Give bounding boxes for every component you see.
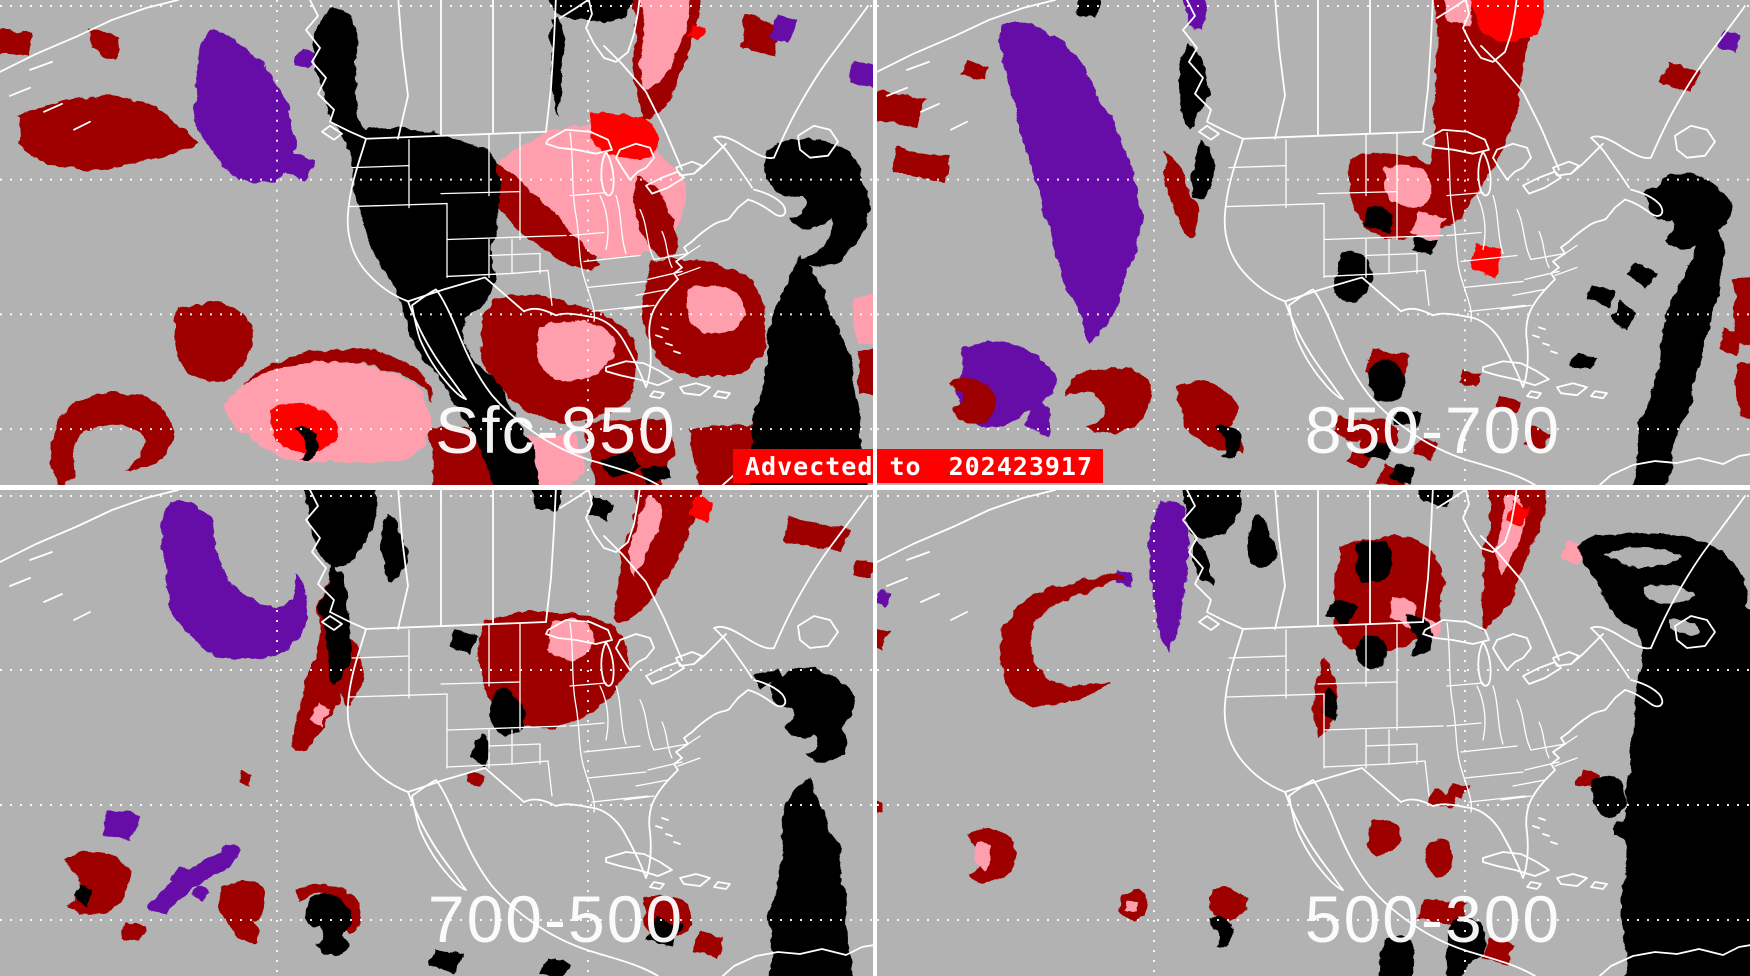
moisture-shading-layer bbox=[0, 0, 873, 485]
map-background bbox=[0, 490, 873, 976]
pacific-cyclone-rim bbox=[232, 349, 436, 408]
map-panel-sfc-850: Sfc-850 bbox=[0, 0, 873, 485]
purple-moisture-plume bbox=[162, 500, 310, 662]
banner-timestamp: 202423917 bbox=[948, 451, 1094, 481]
panel-divider-horizontal bbox=[0, 485, 1750, 490]
dry-black-atlantic-wedge bbox=[768, 780, 850, 976]
dry-black-west bbox=[313, 5, 540, 485]
dry-black-atlantic-swirl bbox=[1611, 173, 1732, 328]
pacific-arc bbox=[998, 575, 1125, 707]
purple-moisture-plume bbox=[1149, 498, 1189, 650]
panel-label-700-500: 700-500 bbox=[428, 882, 684, 956]
advection-timestamp-banner: Advected to 202423917 bbox=[733, 449, 1103, 483]
map-panel-850-700: 850-700 bbox=[877, 0, 1750, 485]
banner-label: Advected to bbox=[745, 451, 922, 481]
map-panel-700-500: 700-500 bbox=[0, 490, 873, 976]
panel-label-500-300: 500-300 bbox=[1305, 882, 1561, 956]
dry-black-atlantic-wedge bbox=[1631, 207, 1722, 485]
map-panel-500-300: 500-300 bbox=[877, 490, 1750, 976]
purple-moisture-plume bbox=[1002, 22, 1139, 342]
dry-black-atlantic-swirl bbox=[762, 138, 869, 269]
moisture-shading-layer bbox=[62, 490, 873, 976]
panel-label-850-700: 850-700 bbox=[1305, 393, 1561, 467]
panel-label-sfc-850: Sfc-850 bbox=[435, 393, 676, 467]
moisture-shading-layer bbox=[877, 0, 1750, 485]
pacific-cyclone-body bbox=[224, 362, 434, 464]
purple-moisture-plume bbox=[193, 33, 296, 183]
dry-black-atlantic-wedge bbox=[748, 255, 866, 485]
